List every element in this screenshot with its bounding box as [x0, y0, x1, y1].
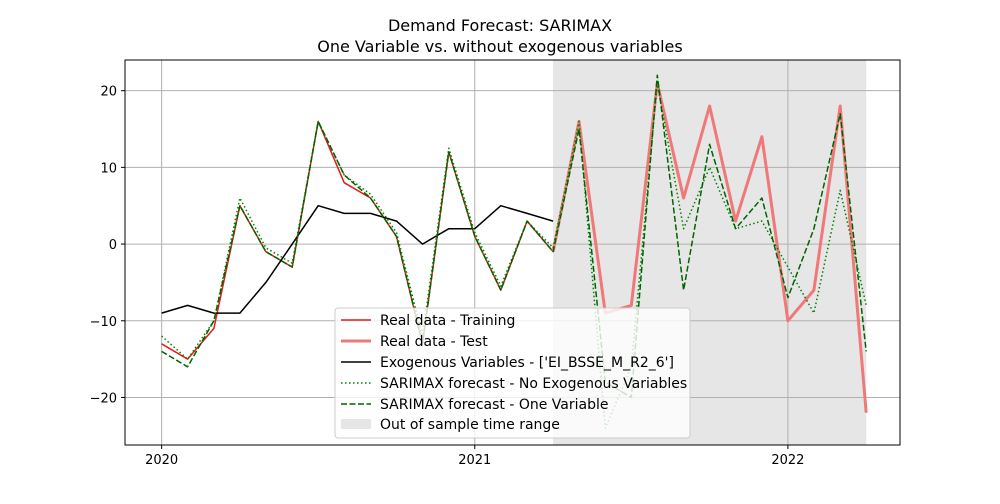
series-line-exogenous [161, 204, 554, 314]
y-tick-label: −20 [90, 391, 117, 406]
legend: Real data - Training Real data - Test Ex… [334, 307, 691, 439]
x-tick-label: 2021 [458, 453, 491, 468]
chart-subtitle: One Variable vs. without exogenous varia… [317, 37, 682, 56]
legend-label-test: Real data - Test [380, 334, 488, 350]
legend-label-exogenous: Exogenous Variables - ['EI_BSSE_M_R2_6'] [380, 355, 674, 371]
y-tick-label: 20 [100, 85, 117, 100]
legend-label-training: Real data - Training [380, 313, 515, 329]
plot-frame [124, 59, 901, 446]
y-tick-label: 0 [109, 238, 117, 253]
legend-label-shaded: Out of sample time range [380, 417, 560, 433]
legend-box [334, 307, 691, 439]
legend-swatch-shaded [341, 419, 371, 429]
legend-label-no-exog: SARIMAX forecast - No Exogenous Variable… [380, 376, 687, 392]
y-tick-label: 10 [100, 161, 117, 176]
x-tick-label: 2020 [145, 453, 178, 468]
chart-title: Demand Forecast: SARIMAX [388, 16, 612, 35]
legend-label-one-var: SARIMAX forecast - One Variable [380, 397, 608, 413]
y-tick-label: −10 [90, 315, 117, 330]
series-line-one-var-forecast [161, 74, 867, 399]
x-tick-label: 2022 [771, 453, 804, 468]
